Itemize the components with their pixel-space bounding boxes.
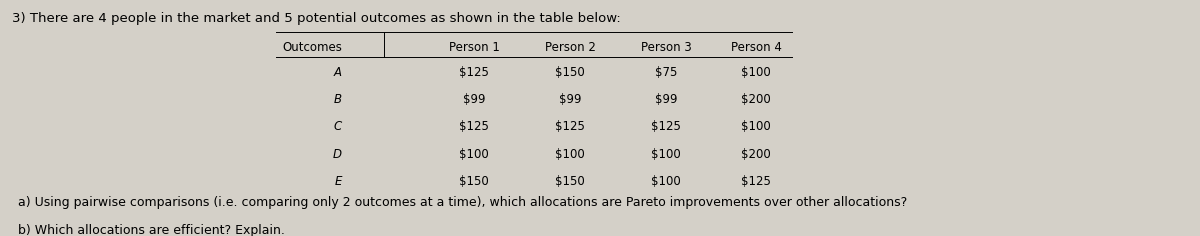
Text: $100: $100 — [556, 148, 584, 160]
Text: B: B — [334, 93, 342, 106]
Text: $99: $99 — [559, 93, 581, 106]
Text: Person 4: Person 4 — [731, 41, 781, 54]
Text: E: E — [335, 175, 342, 188]
Text: D: D — [332, 148, 342, 160]
Text: $125: $125 — [652, 120, 680, 133]
Text: $125: $125 — [460, 120, 488, 133]
Text: Outcomes: Outcomes — [282, 41, 342, 54]
Text: Person 1: Person 1 — [449, 41, 499, 54]
Text: $75: $75 — [655, 66, 677, 79]
Text: Person 2: Person 2 — [545, 41, 595, 54]
Text: $125: $125 — [556, 120, 584, 133]
Text: $100: $100 — [460, 148, 488, 160]
Text: $150: $150 — [556, 175, 584, 188]
Text: b) Which allocations are efficient? Explain.: b) Which allocations are efficient? Expl… — [18, 224, 284, 236]
Text: Person 3: Person 3 — [641, 41, 691, 54]
Text: $125: $125 — [742, 175, 770, 188]
Text: a) Using pairwise comparisons (i.e. comparing only 2 outcomes at a time), which : a) Using pairwise comparisons (i.e. comp… — [18, 196, 907, 209]
Text: $150: $150 — [460, 175, 488, 188]
Text: $100: $100 — [742, 120, 770, 133]
Text: $200: $200 — [742, 148, 770, 160]
Text: $125: $125 — [460, 66, 488, 79]
Text: 3) There are 4 people in the market and 5 potential outcomes as shown in the tab: 3) There are 4 people in the market and … — [12, 12, 620, 25]
Text: $100: $100 — [652, 175, 680, 188]
Text: $99: $99 — [655, 93, 677, 106]
Text: $150: $150 — [556, 66, 584, 79]
Text: A: A — [334, 66, 342, 79]
Text: $100: $100 — [742, 66, 770, 79]
Text: $100: $100 — [652, 148, 680, 160]
Text: $99: $99 — [463, 93, 485, 106]
Text: $200: $200 — [742, 93, 770, 106]
Text: C: C — [334, 120, 342, 133]
